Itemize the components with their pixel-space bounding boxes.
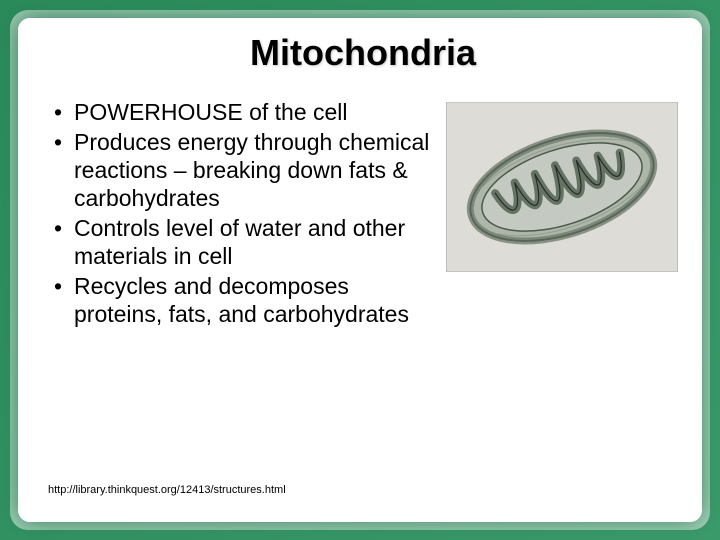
citation-text: http://library.thinkquest.org/12413/stru… [48,484,286,496]
bullet-item: Controls level of water and other materi… [54,214,438,270]
bullet-list: POWERHOUSE of the cell Produces energy t… [48,98,438,330]
mitochondrion-icon [447,102,677,272]
bullet-item: Recycles and decomposes proteins, fats, … [54,272,438,328]
slide-panel: Mitochondria POWERHOUSE of the cell Prod… [18,18,702,522]
slide-frame: Mitochondria POWERHOUSE of the cell Prod… [0,0,720,540]
mitochondrion-figure [446,102,678,272]
bullet-item: Produces energy through chemical reactio… [54,128,438,212]
bullet-item: POWERHOUSE of the cell [54,98,438,126]
content-row: POWERHOUSE of the cell Produces energy t… [48,98,678,330]
slide-title: Mitochondria [48,32,678,74]
